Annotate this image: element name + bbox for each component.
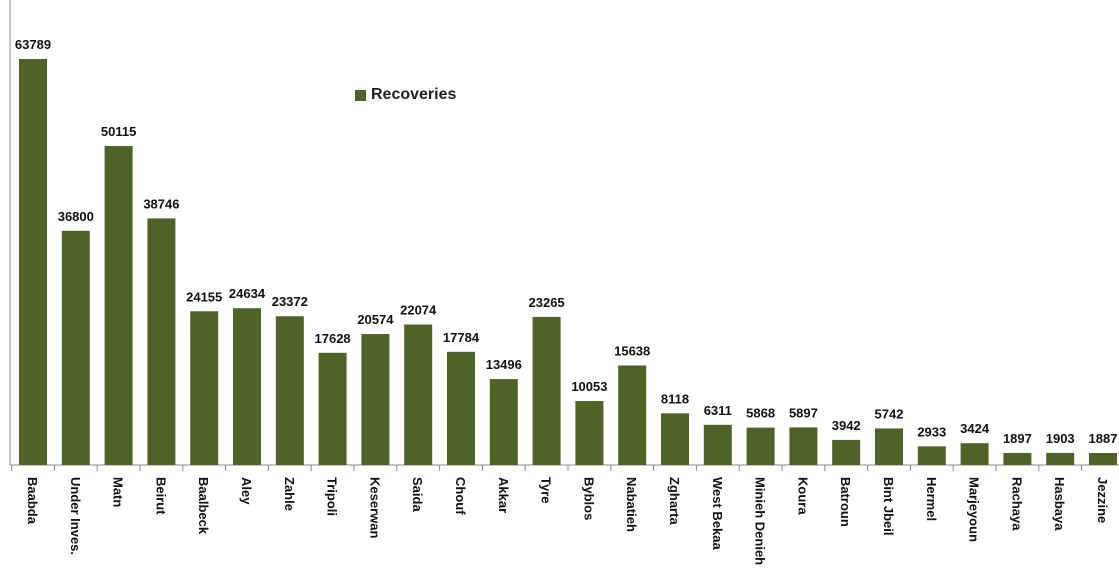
category-label: West Bekaa: [710, 477, 725, 551]
bar-saida: [404, 324, 433, 465]
data-label: 5742: [875, 406, 904, 421]
data-label: 17784: [443, 330, 480, 345]
data-label: 24155: [186, 289, 222, 304]
data-label: 50115: [101, 124, 136, 139]
bar-hasbaya: [1046, 452, 1075, 465]
data-label: 15638: [614, 343, 650, 358]
bar-byblos: [575, 401, 604, 465]
category-label: Aley: [239, 477, 254, 505]
bar-tyre: [532, 316, 561, 465]
category-label: Chouf: [453, 477, 468, 515]
data-label: 13496: [486, 357, 522, 372]
data-label: 6311: [704, 403, 732, 418]
category-label: Zgharta: [667, 477, 682, 525]
data-label: 22074: [400, 303, 437, 318]
bar-tripoli: [318, 352, 347, 465]
legend: Recoveries: [355, 86, 456, 104]
category-label: Minieh Denieh: [753, 477, 768, 565]
bar-koura: [789, 427, 818, 465]
bar-under-inves: [61, 230, 90, 465]
data-label: 36800: [58, 209, 94, 224]
bar-rachaya: [1003, 452, 1032, 465]
data-label: 1897: [1003, 431, 1032, 446]
bar-minieh-denieh: [746, 427, 775, 465]
data-label: 38746: [143, 196, 179, 211]
category-label: Tripoli: [325, 477, 340, 516]
data-label: 1887: [1089, 431, 1118, 446]
bar-matn: [104, 146, 133, 465]
bar-jezzine: [1089, 452, 1117, 465]
bar-zahle: [275, 316, 304, 465]
data-label: 1903: [1046, 431, 1075, 446]
category-label: Under Inves.: [68, 477, 83, 555]
data-label: 5897: [789, 405, 818, 420]
category-label: Jezzine: [1095, 477, 1110, 523]
data-label: 20574: [357, 312, 394, 327]
bar-nabatieh: [618, 365, 647, 465]
category-label: Hermel: [924, 477, 939, 521]
data-label: 2933: [917, 424, 946, 439]
bar-bint-jbeil: [875, 428, 903, 465]
bar-baalbeck: [190, 311, 219, 465]
bar-west-bekaa: [703, 424, 732, 465]
category-label: Baabda: [25, 477, 40, 525]
bar-batroun: [832, 439, 861, 465]
bar-marjeyoun: [960, 443, 989, 465]
category-label: Rachaya: [1009, 477, 1024, 531]
data-label: 3424: [960, 421, 990, 436]
legend-swatch: [355, 89, 366, 101]
data-label: 10053: [571, 379, 607, 394]
category-label: Matn: [111, 477, 126, 507]
data-label: 17628: [315, 331, 351, 346]
category-label: Bint Jbeil: [881, 477, 896, 536]
category-label: Tyre: [539, 477, 554, 504]
bar-akkar: [489, 379, 518, 465]
category-label: Zahle: [282, 477, 297, 511]
category-label: Nabatieh: [624, 477, 639, 532]
category-label: Koura: [795, 477, 810, 515]
category-label: Saida: [410, 477, 425, 512]
bar-beirut: [147, 218, 176, 465]
category-label: Beirut: [153, 477, 168, 515]
data-label: 24634: [229, 286, 266, 301]
data-label: 63789: [15, 37, 51, 52]
data-label: 23372: [272, 294, 308, 309]
data-label: 3942: [832, 418, 861, 433]
category-label: Hasbaya: [1052, 477, 1067, 531]
bar-zgharta: [661, 413, 689, 465]
legend-label: Recoveries: [371, 86, 457, 103]
category-label: Byblos: [581, 477, 596, 520]
bar-aley: [233, 308, 261, 465]
data-label: 5868: [746, 406, 775, 421]
category-label: Akkar: [496, 477, 511, 513]
data-label: 23265: [529, 295, 565, 310]
bar-chouf: [447, 351, 475, 465]
bar-keserwan: [361, 334, 390, 465]
category-label: Batroun: [838, 477, 853, 527]
category-label: Baalbeck: [196, 477, 211, 535]
category-label: Marjeyoun: [967, 477, 982, 542]
category-label: Keserwan: [367, 477, 382, 538]
bar-baabda: [19, 59, 47, 465]
data-label: 8118: [661, 391, 689, 406]
bar-hermel: [917, 446, 946, 465]
